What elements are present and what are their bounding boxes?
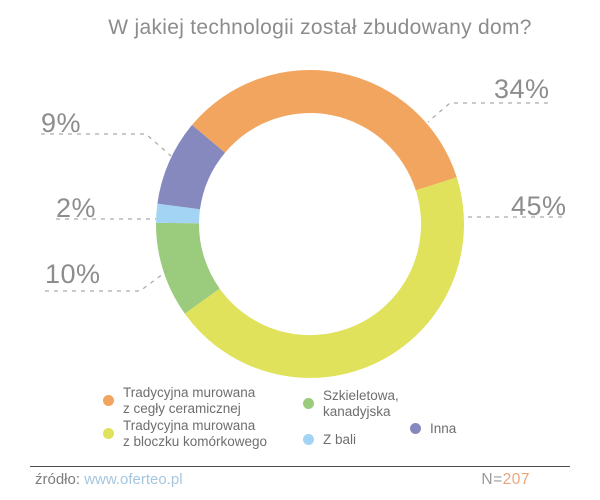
legend-label: Tradycyjna murowana [123, 385, 256, 400]
legend-dot-icon [410, 423, 421, 435]
donut-slice [192, 69, 457, 191]
donut-slice [155, 222, 220, 314]
legend-label: Tradycyjna murowana [123, 418, 256, 433]
chart-title: W jakiej technologii został zbudowany do… [108, 16, 532, 39]
legend-label: z cegły ceramicznej [123, 400, 241, 416]
percent-label-9: 9% [41, 108, 82, 138]
legend-label: Szkieletowa, [323, 388, 399, 403]
legend-dot-icon [303, 434, 314, 446]
percent-label-34: 34% [494, 74, 550, 104]
sample-size: N=207 [481, 471, 530, 489]
n-value: 207 [502, 471, 530, 488]
source-link[interactable]: www.oferteo.pl [84, 471, 183, 488]
legend-dot-icon [303, 398, 314, 409]
legend-item-bloczek: Tradycyjna murowana z bloczku komórkoweg… [103, 418, 267, 449]
n-label: N= [481, 471, 503, 488]
donut-slice [184, 177, 464, 378]
percent-label-45: 45% [511, 191, 567, 221]
legend-label: kanadyjska [323, 403, 391, 419]
leader-line [41, 133, 172, 157]
legend-label: z bloczku komórkowego [123, 433, 268, 449]
donut-slice [156, 203, 200, 224]
source-line: źródło: www.oferteo.pl [35, 471, 183, 488]
legend-item-inna: Inna [410, 421, 456, 437]
legend-item-zbali: Z bali [303, 432, 356, 448]
donut-slice [157, 125, 225, 210]
leader-line [45, 270, 168, 292]
legend-label: Z bali [323, 432, 357, 447]
legend-item-ceglana: Tradycyjna murowana z cegły ceramicznej [103, 385, 255, 416]
legend-dot-icon [103, 428, 114, 439]
leader-line [427, 102, 548, 123]
percent-label-2: 2% [56, 193, 97, 223]
footer-divider [30, 466, 570, 467]
legend-dot-icon [103, 395, 114, 406]
percent-label-10: 10% [45, 259, 101, 289]
legend-label: Inna [430, 421, 457, 436]
source-label: źródło: [35, 471, 81, 488]
legend-item-szkieletowa: Szkieletowa, kanadyjska [303, 388, 399, 419]
